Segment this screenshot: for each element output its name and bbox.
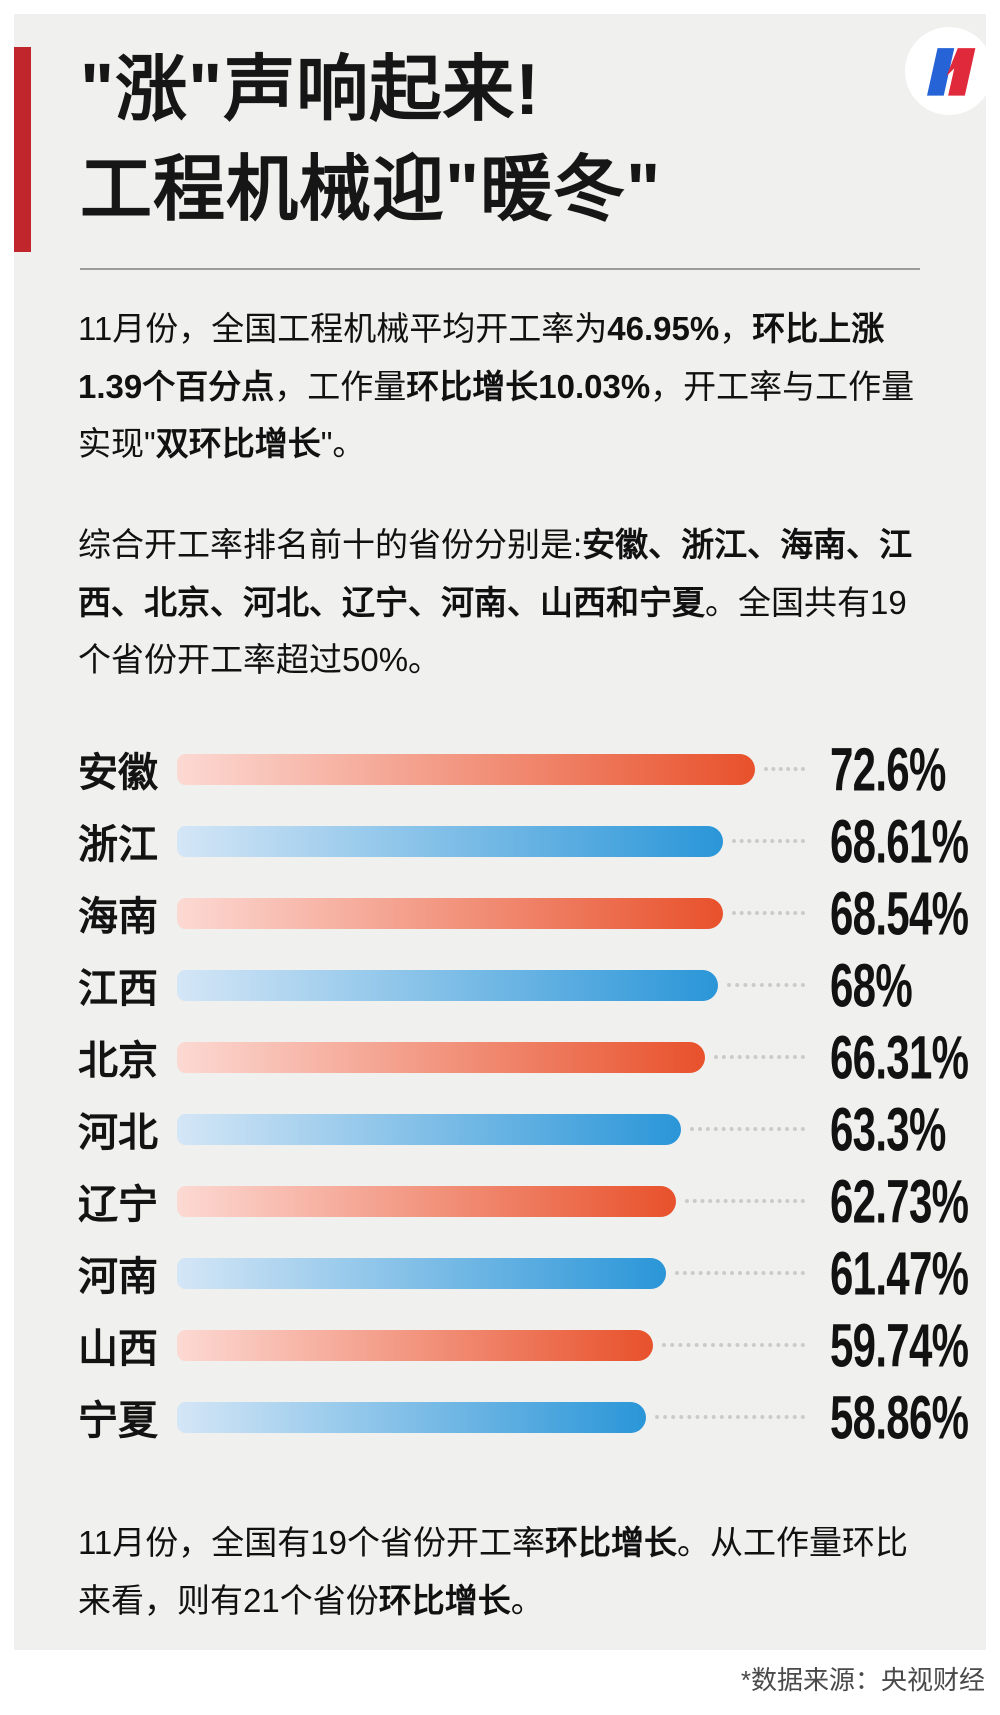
data-source-note: *数据来源：央视财经 bbox=[740, 1665, 985, 1695]
page-title: "涨"声响起来! 工程机械迎"暖冬" bbox=[80, 40, 940, 240]
text-run: ，开工率与工作量实现" bbox=[78, 367, 915, 463]
leader-dots bbox=[714, 1055, 805, 1059]
text-run: 11月份，全国工程机械平均开工率为 bbox=[78, 310, 608, 347]
value-bar bbox=[177, 1113, 681, 1145]
text-run-bold: 双环比增长 bbox=[155, 425, 321, 462]
title-divider bbox=[80, 268, 920, 270]
province-label: 安徽 bbox=[78, 751, 158, 795]
chart-row: 浙江 68.61% bbox=[78, 805, 986, 877]
value-label: 62.73% bbox=[830, 1166, 969, 1236]
province-label: 河南 bbox=[78, 1255, 158, 1299]
intro-paragraph: 11月份，全国工程机械平均开工率为46.95%，环比上涨1.39个百分点，工作量… bbox=[78, 300, 926, 473]
chart-row: 北京 66.31% bbox=[78, 1021, 986, 1093]
text-run: 11月份，全国有19个省份开工率 bbox=[78, 1524, 545, 1561]
value-bar bbox=[177, 969, 718, 1001]
province-label: 浙江 bbox=[78, 823, 158, 867]
chart-row: 辽宁 62.73% bbox=[78, 1165, 986, 1237]
bar-track bbox=[177, 1041, 805, 1073]
chart-row: 河北 63.3% bbox=[78, 1093, 986, 1165]
value-bar bbox=[177, 897, 723, 929]
text-run: 。全国共有19个省份开工率超过50%。 bbox=[78, 583, 907, 679]
value-bar bbox=[177, 1185, 676, 1217]
value-label: 59.74% bbox=[830, 1310, 969, 1380]
value-bar bbox=[177, 1257, 666, 1289]
value-bar bbox=[177, 1401, 646, 1433]
province-label: 海南 bbox=[78, 895, 158, 939]
text-run-bold: 环比上涨1.39个百分点 bbox=[78, 310, 885, 405]
province-label: 河北 bbox=[78, 1111, 158, 1155]
province-label: 山西 bbox=[78, 1327, 158, 1371]
bar-track bbox=[177, 1401, 805, 1433]
leader-dots bbox=[732, 839, 805, 843]
bar-track bbox=[177, 1113, 805, 1145]
bar-track bbox=[177, 1185, 805, 1217]
bar-track bbox=[177, 825, 805, 857]
chart-row: 海南 68.54% bbox=[78, 877, 986, 949]
value-label: 68% bbox=[830, 950, 913, 1020]
bar-track bbox=[177, 1329, 805, 1361]
summary-paragraph: 11月份，全国有19个省份开工率环比增长。从工作量环比来看，则有21个省份环比增… bbox=[78, 1514, 926, 1629]
text-run-bold: 46.95% bbox=[607, 310, 720, 347]
ranking-paragraph: 综合开工率排名前十的省份分别是:安徽、浙江、海南、江西、北京、河北、辽宁、河南、… bbox=[78, 516, 926, 689]
text-run: 。 bbox=[510, 1581, 544, 1619]
text-run-bold: 环比增长10.03% bbox=[406, 367, 651, 405]
leader-dots bbox=[662, 1343, 805, 1347]
chart-row: 宁夏 58.86% bbox=[78, 1381, 986, 1453]
chart-row: 安徽 72.6% bbox=[78, 733, 986, 805]
value-label: 61.47% bbox=[830, 1238, 969, 1308]
value-label: 58.86% bbox=[830, 1382, 969, 1452]
text-run: 综合开工率排名前十的省份分别是: bbox=[78, 526, 583, 563]
title-accent-bar bbox=[14, 47, 31, 252]
page-title-line1: "涨"声响起来! bbox=[80, 50, 541, 130]
text-run: 。从工作量环比来看，则有21个省份 bbox=[78, 1524, 908, 1619]
leader-dots bbox=[675, 1271, 805, 1275]
bar-track bbox=[177, 753, 805, 785]
chart-row: 河南 61.47% bbox=[78, 1237, 986, 1309]
value-bar bbox=[177, 1329, 653, 1361]
leader-dots bbox=[732, 911, 805, 915]
text-run: "。 bbox=[320, 425, 366, 462]
bar-track bbox=[177, 969, 805, 1001]
province-label: 北京 bbox=[78, 1039, 158, 1083]
bar-track bbox=[177, 1257, 805, 1289]
value-label: 68.61% bbox=[830, 806, 969, 876]
leader-dots bbox=[685, 1199, 805, 1203]
chart-row: 江西 68% bbox=[78, 949, 986, 1021]
value-label: 63.3% bbox=[830, 1094, 946, 1164]
province-label: 辽宁 bbox=[78, 1183, 158, 1227]
page-title-line2: 工程机械迎"暖冬" bbox=[80, 150, 662, 230]
value-label: 72.6% bbox=[830, 734, 946, 804]
value-bar bbox=[177, 825, 723, 857]
province-label: 江西 bbox=[78, 967, 158, 1011]
value-bar bbox=[177, 1041, 705, 1073]
text-run-bold: 环比增长 bbox=[378, 1581, 511, 1619]
leader-dots bbox=[690, 1127, 805, 1131]
value-label: 68.54% bbox=[830, 878, 969, 948]
text-run-bold: 环比增长 bbox=[544, 1524, 677, 1561]
chart-row: 山西 59.74% bbox=[78, 1309, 986, 1381]
value-label: 66.31% bbox=[830, 1022, 969, 1092]
news-logo-icon bbox=[905, 27, 993, 115]
leader-dots bbox=[655, 1415, 805, 1419]
value-bar bbox=[177, 753, 755, 785]
leader-dots bbox=[764, 767, 805, 771]
bar-chart: 安徽 72.6% 浙江 68.61% 海南 68.54% 江西 68% 北京 66.31% 河北 63… bbox=[78, 733, 986, 1453]
bar-track bbox=[177, 897, 805, 929]
text-run: ，工作量 bbox=[274, 367, 407, 405]
text-run-bold: 安徽、浙江、海南、江西、北京、河北、辽宁、河南、山西和宁夏 bbox=[78, 526, 913, 621]
leader-dots bbox=[727, 983, 805, 987]
province-label: 宁夏 bbox=[78, 1399, 158, 1443]
text-run: ， bbox=[719, 310, 753, 347]
